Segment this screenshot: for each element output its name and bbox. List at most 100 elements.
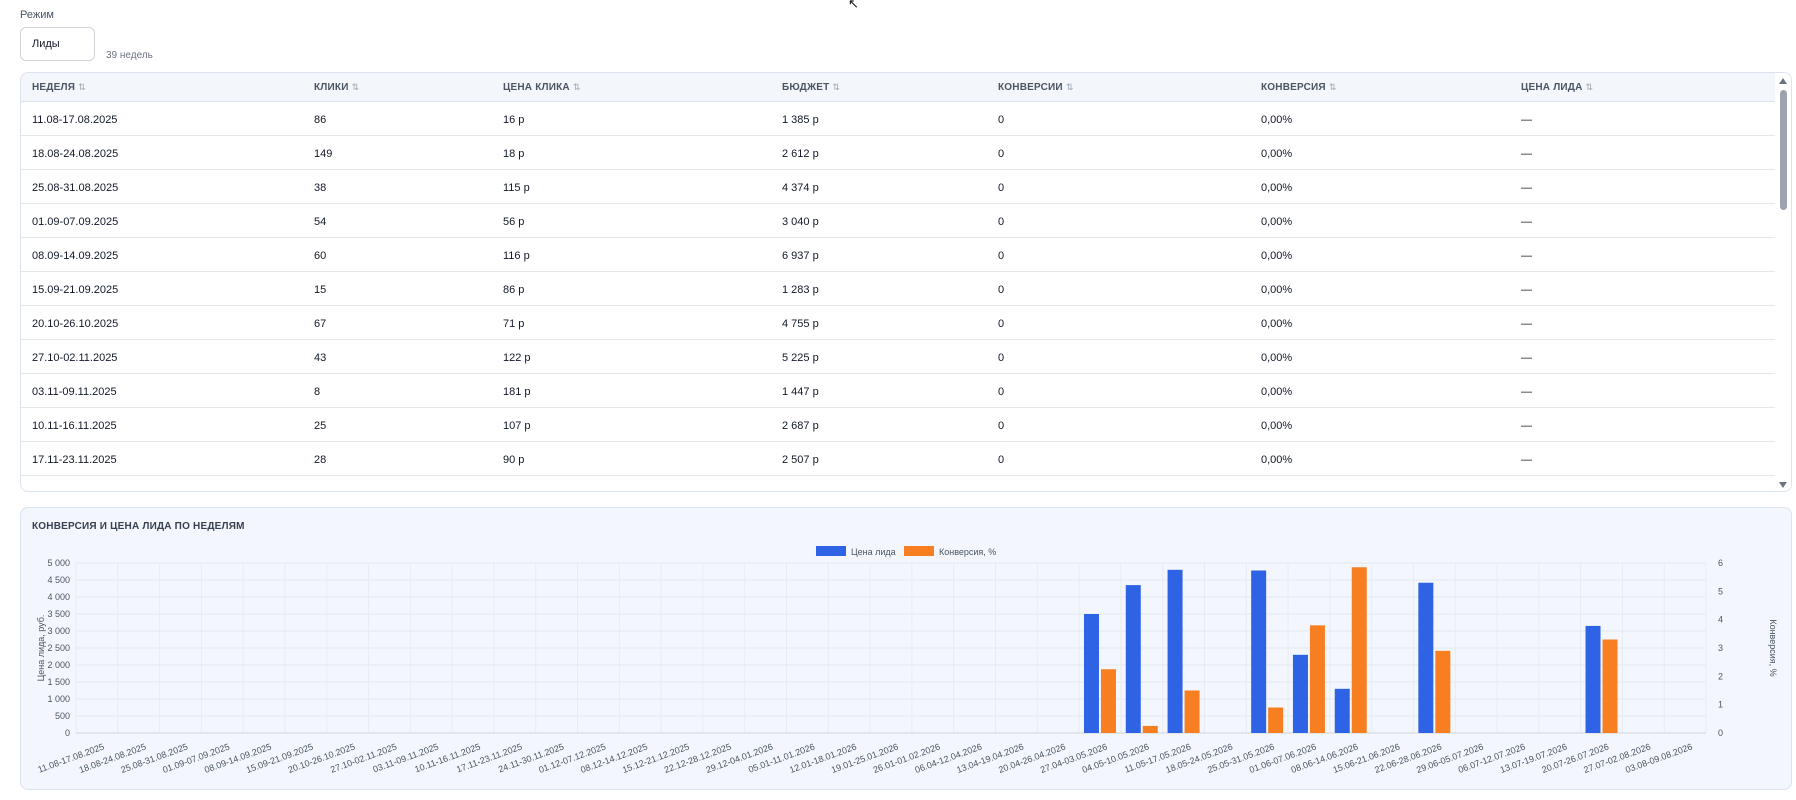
table-cell: 0 xyxy=(998,284,1005,296)
bar-konversiya xyxy=(1351,567,1367,733)
y-tick-label: 2 000 xyxy=(47,660,70,670)
sort-icon[interactable]: ⇅ xyxy=(832,82,841,92)
chart-card: КОНВЕРСИЯ И ЦЕНА ЛИДА ПО НЕДЕЛЯМ 0 500 1 0… xyxy=(20,507,1792,790)
sort-icon[interactable]: ⇅ xyxy=(572,82,581,92)
table-cell: 0 xyxy=(998,148,1005,160)
column-header-label: ЦЕНА КЛИКА xyxy=(503,82,570,93)
table-cell: 25 xyxy=(314,420,327,432)
y-tick-label: 3 000 xyxy=(47,626,70,636)
table-row[interactable]: 20.10-26.10.2025 67 71 р 4 755 р 0 0,00% — xyxy=(21,306,1776,340)
legend-label: Цена лида xyxy=(851,547,896,557)
table-cell: 10.11-16.11.2025 xyxy=(32,420,117,432)
column-header-2[interactable]: ЦЕНА КЛИКА ⇅ xyxy=(503,82,581,93)
sort-icon[interactable]: ⇅ xyxy=(1585,82,1594,92)
y-tick-label: 1 500 xyxy=(47,677,70,687)
table-cell: 149 xyxy=(314,148,333,160)
table-row[interactable]: 25.08-31.08.2025 38 115 р 4 374 р 0 0,00% — xyxy=(21,170,1776,204)
table-cell: 115 р xyxy=(503,182,530,194)
table-cell: 5 225 р xyxy=(782,352,819,364)
mode-select[interactable]: Лиды xyxy=(20,27,95,61)
sort-icon[interactable]: ⇅ xyxy=(1065,82,1074,92)
table-cell: 0 xyxy=(998,420,1005,432)
table-cell: 17.11-23.11.2025 xyxy=(32,454,117,466)
table-cell: 0 xyxy=(998,182,1005,194)
table-cell: 1 447 р xyxy=(782,386,819,398)
y-axis-title: Цена лида, руб. xyxy=(36,615,46,682)
table-cell: 38 xyxy=(314,182,327,194)
table-cell: 107 р xyxy=(503,420,531,432)
column-header-4[interactable]: КОНВЕРСИИ ⇅ xyxy=(998,82,1074,93)
table-cell: 0,00% xyxy=(1261,420,1293,432)
column-header-5[interactable]: КОНВЕРСИЯ ⇅ xyxy=(1261,82,1337,93)
table-header: НЕДЕЛЯ ⇅ КЛИКИ ⇅ ЦЕНА КЛИКА ⇅ БЮДЖЕТ ⇅ КОНВЕРСИИ… xyxy=(21,73,1776,102)
table-row[interactable]: 08.09-14.09.2025 60 116 р 6 937 р 0 0,00% — xyxy=(21,238,1776,272)
table-cell: — xyxy=(1521,420,1532,432)
table-cell: 1 283 р xyxy=(782,284,819,296)
y2-axis-title: Конверсия, % xyxy=(1768,619,1778,676)
column-header-label: КОНВЕРСИИ xyxy=(998,82,1063,93)
table-cell: 18 р xyxy=(503,148,525,160)
mouse-cursor-icon: ↖ xyxy=(848,0,859,11)
bar-cena-lida xyxy=(1585,625,1601,733)
table-cell: — xyxy=(1521,216,1532,228)
column-header-0[interactable]: НЕДЕЛЯ ⇅ xyxy=(32,82,86,93)
column-header-6[interactable]: ЦЕНА ЛИДА ⇅ xyxy=(1521,82,1593,93)
table-cell: 0 xyxy=(998,114,1005,126)
table-cell: 56 р xyxy=(503,216,525,228)
table-cell: — xyxy=(1521,284,1532,296)
table-row[interactable]: 03.11-09.11.2025 8 181 р 1 447 р 0 0,00% — xyxy=(21,374,1776,408)
chart-title: КОНВЕРСИЯ И ЦЕНА ЛИДА ПО НЕДЕЛЯМ xyxy=(32,521,245,532)
table-scrollbar[interactable] xyxy=(1775,73,1791,491)
table-row[interactable]: 17.11-23.11.2025 28 90 р 2 507 р 0 0,00% — xyxy=(21,442,1776,476)
column-header-3[interactable]: БЮДЖЕТ ⇅ xyxy=(782,82,840,93)
table-cell: 67 xyxy=(314,318,327,330)
table-row[interactable]: 11.08-17.08.2025 86 16 р 1 385 р 0 0,00% — xyxy=(21,102,1776,136)
y2-tick-label: 6 xyxy=(1718,558,1723,568)
scroll-down-arrow-icon[interactable] xyxy=(1779,482,1787,488)
table-cell: 90 р xyxy=(503,454,525,466)
column-header-label: КОНВЕРСИЯ xyxy=(1261,82,1326,93)
table-cell: 43 xyxy=(314,352,327,364)
table-row[interactable]: 18.08-24.08.2025 149 18 р 2 612 р 0 0,00% — xyxy=(21,136,1776,170)
table-cell: 25.08-31.08.2025 xyxy=(32,182,119,194)
bar-cena-lida xyxy=(1418,582,1434,733)
table-cell: 6 937 р xyxy=(782,250,819,262)
table-cell: 0 xyxy=(998,454,1005,466)
table-cell: 03.11-09.11.2025 xyxy=(32,386,117,398)
table-row[interactable]: 15.09-21.09.2025 15 86 р 1 283 р 0 0,00% — xyxy=(21,272,1776,306)
bar-konversiya xyxy=(1100,669,1116,733)
table-cell: 1 385 р xyxy=(782,114,819,126)
table-cell: 86 xyxy=(314,114,327,126)
table-cell: — xyxy=(1521,352,1532,364)
mode-label: Режим xyxy=(20,9,54,21)
sort-icon[interactable]: ⇅ xyxy=(78,82,86,92)
table-cell: 4 755 р xyxy=(782,318,819,330)
y-tick-label: 0 xyxy=(65,728,70,738)
y2-tick-label: 4 xyxy=(1718,615,1723,625)
scroll-thumb[interactable] xyxy=(1780,90,1787,210)
table-cell: 0 xyxy=(998,250,1005,262)
scroll-up-arrow-icon[interactable] xyxy=(1779,78,1787,84)
column-header-label: КЛИКИ xyxy=(314,82,349,93)
bar-cena-lida xyxy=(1125,585,1141,733)
table-cell: 0 xyxy=(998,386,1005,398)
table-cell: 122 р xyxy=(503,352,531,364)
legend-swatch xyxy=(816,546,846,556)
table-cell: 3 040 р xyxy=(782,216,819,228)
sort-icon[interactable]: ⇅ xyxy=(1328,82,1337,92)
chart-svg: 0 500 1 000 1 500 2 000 2 500 3 000 3 500 4 000 4… xyxy=(36,546,1778,775)
bar-cena-lida xyxy=(1251,570,1267,733)
table-row[interactable]: 10.11-16.11.2025 25 107 р 2 687 р 0 0,00% — xyxy=(21,408,1776,442)
table-cell: — xyxy=(1521,318,1532,330)
table-cell: 18.08-24.08.2025 xyxy=(32,148,119,160)
table-row[interactable]: 01.09-07.09.2025 54 56 р 3 040 р 0 0,00% — xyxy=(21,204,1776,238)
column-header-1[interactable]: КЛИКИ ⇅ xyxy=(314,82,359,93)
table-cell: 28 xyxy=(314,454,327,466)
y-tick-label: 1 000 xyxy=(47,694,70,704)
table-cell: 0,00% xyxy=(1261,318,1293,330)
table-row[interactable]: 27.10-02.11.2025 43 122 р 5 225 р 0 0,00% — xyxy=(21,340,1776,374)
sort-icon[interactable]: ⇅ xyxy=(351,82,360,92)
table-cell: 8 xyxy=(314,386,321,398)
table-cell: 2 687 р xyxy=(782,420,819,432)
table-cell: 2 612 р xyxy=(782,148,819,160)
